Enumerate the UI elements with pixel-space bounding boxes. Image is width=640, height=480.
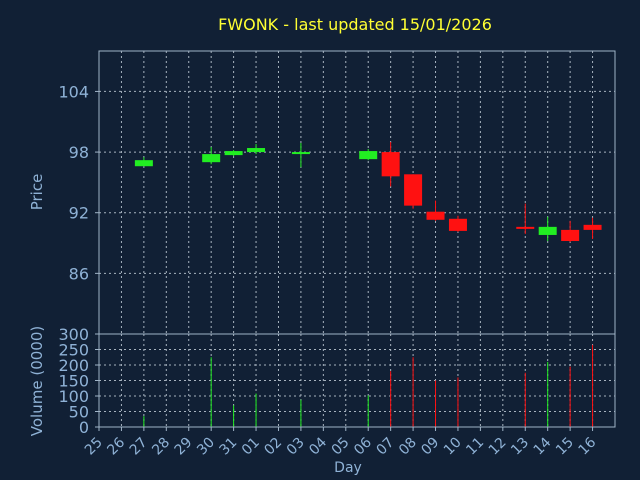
volume-axis-label: Volume (0000) (28, 326, 46, 436)
candle-body (426, 211, 445, 220)
candle-body (516, 226, 535, 229)
price-axis-label: Price (28, 174, 46, 211)
candle-09 (448, 215, 467, 232)
volume-y-tick-label: 0 (79, 418, 89, 437)
candle-body (381, 152, 400, 177)
candle-body (224, 151, 243, 156)
candle-body (134, 160, 153, 167)
volume-y-tick-label: 150 (58, 372, 89, 391)
candle-body (202, 154, 221, 163)
price-y-tick-label: 86 (69, 264, 89, 283)
candle-body (247, 148, 266, 153)
candle-body (359, 151, 378, 160)
candle-13 (538, 216, 557, 242)
price-y-tick-label: 92 (69, 204, 89, 223)
price-panel: 86 92 98 104 Price (28, 50, 616, 335)
volume-y-tick-label: 100 (58, 387, 89, 406)
volume-y-tick-label: 250 (58, 341, 89, 360)
price-y-ticks: 86 92 98 104 (58, 82, 99, 283)
volume-frame (98, 333, 616, 428)
volume-y-tick-label: 200 (58, 356, 89, 375)
candle-26 (134, 157, 153, 167)
candle-body (291, 152, 310, 155)
chart-title: FWONK - last updated 15/01/2026 (218, 15, 492, 34)
candle-body (561, 229, 580, 242)
volume-y-tick-label: 50 (69, 403, 89, 422)
price-grid (99, 51, 615, 334)
candle-12 (516, 203, 535, 234)
candle-body (404, 174, 423, 206)
volume-y-tick-label: 300 (58, 325, 89, 344)
candle-06 (381, 141, 400, 187)
candle-07 (404, 174, 423, 209)
candle-30 (224, 150, 243, 157)
volume-bars (143, 344, 594, 427)
candle-body (448, 218, 467, 231)
candles (134, 141, 602, 243)
candle-02 (291, 142, 310, 168)
candle-08 (426, 200, 445, 221)
x-axis-label: Day (334, 460, 362, 476)
candle-29 (202, 147, 221, 165)
candle-14 (561, 220, 580, 243)
candle-31 (247, 143, 266, 155)
candle-05 (359, 149, 378, 161)
price-y-tick-label: 104 (58, 82, 89, 101)
candle-body (538, 226, 557, 235)
price-y-tick-label: 98 (69, 143, 89, 162)
candle-15 (583, 217, 602, 239)
candle-body (583, 224, 602, 230)
